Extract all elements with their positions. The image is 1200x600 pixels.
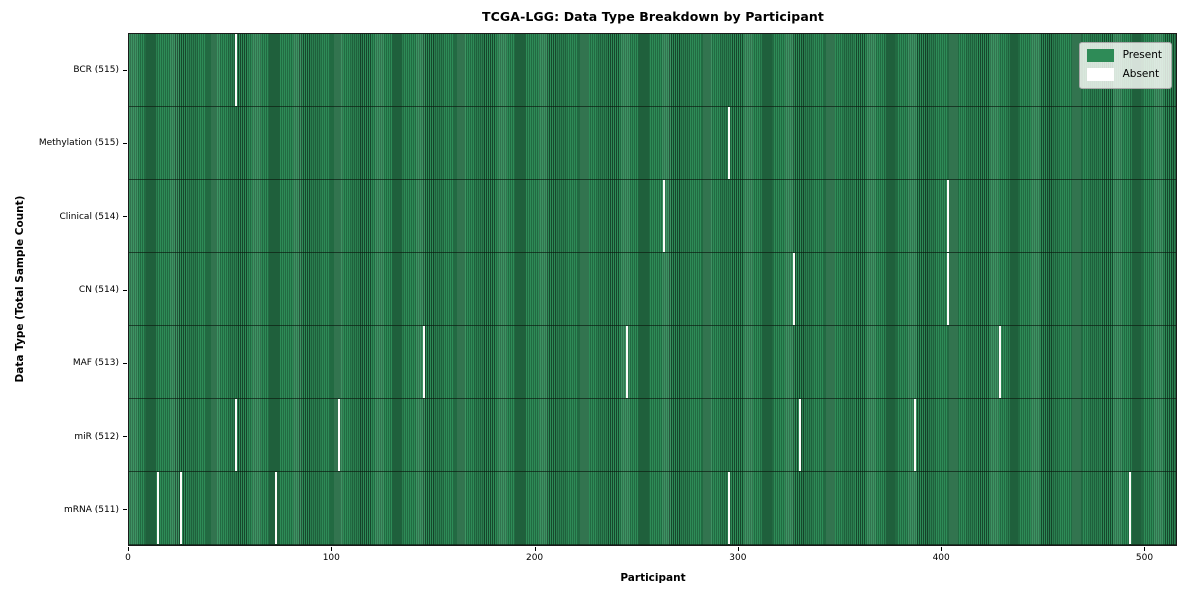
y-axis-label: Data Type (Total Sample Count): [14, 195, 26, 383]
x-tick-mark: [1144, 547, 1146, 551]
y-tick-label-methylation: Methylation (515): [38, 138, 119, 149]
x-tick-label: 300: [729, 553, 747, 563]
heatmap-row-cn: [129, 253, 1176, 326]
x-tick-label: 0: [125, 553, 131, 563]
absent-gap: [626, 326, 629, 398]
legend-label: Present: [1122, 49, 1162, 61]
x-tick-label: 200: [525, 553, 544, 563]
y-tick-label-maf: MAF (513): [72, 358, 119, 369]
absent-gap: [946, 253, 949, 325]
y-tick-mark: [123, 216, 127, 217]
absent-gap: [999, 326, 1002, 398]
y-tick-label-mrna: mRNA (511): [64, 504, 119, 515]
legend-swatch-present: [1086, 49, 1114, 62]
y-tick-mark: [123, 143, 127, 144]
legend-swatch-absent: [1086, 68, 1114, 81]
heatmap-row-maf: [129, 326, 1176, 399]
legend-item-absent: Absent: [1086, 68, 1162, 81]
y-tick-label-clinical: Clinical (514): [59, 211, 119, 222]
heatmap-row-bcr: [129, 34, 1176, 107]
plot-area: Present Absent: [128, 33, 1177, 546]
y-tick-mark: [123, 290, 127, 291]
heatmap-row-mir: [129, 399, 1176, 472]
heatmap-row-clinical: [129, 180, 1176, 253]
absent-gap: [234, 34, 237, 106]
x-tick-label: 100: [322, 553, 340, 563]
absent-gap: [662, 180, 665, 252]
heatmap-row-methylation: [129, 107, 1176, 180]
y-tick-label-mir: miR (512): [74, 431, 119, 442]
absent-gap: [727, 107, 730, 179]
x-axis-label: Participant: [620, 572, 686, 584]
x-tick-mark: [534, 547, 536, 551]
x-tick-mark: [331, 547, 333, 551]
x-tick-label: 500: [1135, 553, 1154, 563]
x-axis-ticks: 0 100 200 300 400 500: [125, 546, 1177, 576]
chart-title: TCGA-LGG: Data Type Breakdown by Partici…: [482, 9, 824, 24]
heatmap-row-mrna: [129, 472, 1176, 545]
y-tick-mark: [123, 70, 127, 71]
legend-item-present: Present: [1086, 49, 1162, 62]
absent-gap: [946, 180, 949, 252]
y-axis-ticks: BCR (515) Methylation (515) Clinical (514)…: [0, 33, 128, 546]
y-tick-mark: [123, 509, 127, 510]
absent-gap: [275, 472, 278, 544]
y-tick-mark: [123, 363, 127, 364]
x-tick-mark: [737, 547, 739, 551]
absent-gap: [157, 472, 160, 544]
absent-gap: [423, 326, 426, 398]
absent-gap: [798, 399, 801, 471]
absent-gap: [914, 399, 917, 471]
absent-gap: [179, 472, 182, 544]
y-tick-mark: [123, 436, 127, 437]
absent-gap: [234, 399, 237, 471]
absent-gap: [337, 399, 340, 471]
x-tick-label: 400: [932, 553, 950, 563]
x-tick-mark: [941, 547, 943, 551]
y-tick-label-bcr: BCR (515): [73, 65, 119, 76]
absent-gap: [1129, 472, 1132, 544]
x-tick-mark: [128, 547, 129, 551]
y-tick-label-cn: CN (514): [78, 285, 119, 295]
legend: Present Absent: [1078, 42, 1172, 89]
absent-gap: [792, 253, 795, 325]
legend-label: Absent: [1122, 68, 1160, 80]
absent-gap: [727, 472, 730, 544]
